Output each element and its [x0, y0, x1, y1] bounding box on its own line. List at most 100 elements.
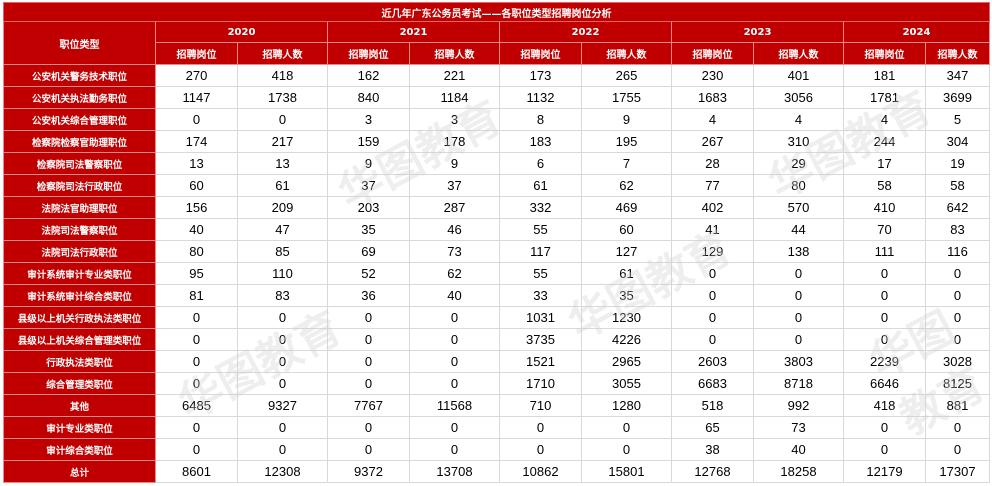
subheader-positions: 招聘岗位 — [671, 42, 754, 65]
table-cell: 0 — [925, 284, 990, 307]
table-cell: 0 — [155, 328, 238, 351]
table-cell: 0 — [155, 416, 238, 439]
table-cell: 40 — [753, 438, 844, 461]
table-cell: 244 — [843, 130, 926, 153]
table-cell: 0 — [753, 328, 844, 351]
table-cell: 6485 — [155, 394, 238, 417]
table-cell: 0 — [409, 372, 500, 395]
table-cell: 0 — [671, 284, 754, 307]
table-cell: 1755 — [581, 86, 672, 109]
table-cell: 0 — [327, 350, 410, 373]
table-cell: 28 — [671, 152, 754, 175]
row-label: 总计 — [3, 460, 156, 483]
table-cell: 217 — [237, 130, 328, 153]
row-label: 审计专业类职位 — [3, 416, 156, 439]
row-label: 行政执法类职位 — [3, 350, 156, 373]
table-cell: 183 — [499, 130, 582, 153]
table-cell: 9327 — [237, 394, 328, 417]
table-cell: 2239 — [843, 350, 926, 373]
row-label: 审计系统审计综合类职位 — [3, 284, 156, 307]
table-cell: 55 — [499, 218, 582, 241]
table-cell: 173 — [499, 64, 582, 87]
table-cell: 33 — [499, 284, 582, 307]
table-cell: 0 — [499, 438, 582, 461]
table-cell: 3735 — [499, 328, 582, 351]
table-cell: 178 — [409, 130, 500, 153]
table-cell: 95 — [155, 262, 238, 285]
table-cell: 40 — [409, 284, 500, 307]
subheader-headcount: 招聘人数 — [409, 42, 500, 65]
table-cell: 1184 — [409, 86, 500, 109]
table-row: 总计 8601 12308 9372 13708 10862 15801 12768 18258… — [3, 460, 990, 483]
table-cell: 0 — [237, 306, 328, 329]
row-label: 检察院检察官助理职位 — [3, 130, 156, 153]
table-cell: 81 — [155, 284, 238, 307]
table-cell: 6683 — [671, 372, 754, 395]
table-cell: 0 — [581, 416, 672, 439]
table-row: 公安机关警务技术职位 270 418 162 221 173 265 230 401 181 347 — [3, 64, 990, 87]
year-header: 2020 — [155, 21, 328, 43]
table-cell: 3699 — [925, 86, 990, 109]
table-cell: 0 — [237, 372, 328, 395]
table-cell: 0 — [925, 328, 990, 351]
table-cell: 36 — [327, 284, 410, 307]
table-cell: 209 — [237, 196, 328, 219]
table-cell: 8601 — [155, 460, 238, 483]
row-label: 县级以上机关行政执法类职位 — [3, 306, 156, 329]
table-cell: 181 — [843, 64, 926, 87]
table-cell: 138 — [753, 240, 844, 263]
subheader-positions: 招聘岗位 — [499, 42, 582, 65]
table-cell: 518 — [671, 394, 754, 417]
table-cell: 17307 — [925, 460, 990, 483]
table-row: 审计系统审计综合类职位 81 83 36 40 33 35 0 0 0 0 — [3, 284, 990, 307]
table-cell: 9372 — [327, 460, 410, 483]
table-cell: 1781 — [843, 86, 926, 109]
table-cell: 230 — [671, 64, 754, 87]
table-cell: 0 — [409, 416, 500, 439]
table-cell: 221 — [409, 64, 500, 87]
table-row: 公安机关执法勤务职位 1147 1738 840 1184 1132 1755 1683 305… — [3, 86, 990, 109]
table-cell: 58 — [925, 174, 990, 197]
table-cell: 0 — [843, 328, 926, 351]
row-label: 公安机关警务技术职位 — [3, 64, 156, 87]
table-cell: 15801 — [581, 460, 672, 483]
table-cell: 62 — [409, 262, 500, 285]
table-row: 县级以上机关综合管理类职位 0 0 0 0 3735 4226 0 0 0 0 — [3, 328, 990, 351]
subheader-headcount: 招聘人数 — [753, 42, 844, 65]
table-cell: 1710 — [499, 372, 582, 395]
table-cell: 7 — [581, 152, 672, 175]
table-cell: 0 — [925, 438, 990, 461]
subheader-positions: 招聘岗位 — [327, 42, 410, 65]
table-cell: 0 — [671, 306, 754, 329]
table-cell: 127 — [581, 240, 672, 263]
table-cell: 0 — [327, 328, 410, 351]
table-cell: 0 — [843, 262, 926, 285]
table-cell: 117 — [499, 240, 582, 263]
table-cell: 13708 — [409, 460, 500, 483]
table-row: 审计专业类职位 0 0 0 0 0 0 65 73 0 0 — [3, 416, 990, 439]
table-cell: 310 — [753, 130, 844, 153]
table-cell: 70 — [843, 218, 926, 241]
table-cell: 0 — [843, 438, 926, 461]
table-row: 检察院司法警察职位 13 13 9 9 6 7 28 29 17 19 — [3, 152, 990, 175]
table-cell: 47 — [237, 218, 328, 241]
table-cell: 19 — [925, 152, 990, 175]
table-cell: 304 — [925, 130, 990, 153]
table-cell: 0 — [925, 306, 990, 329]
table-cell: 1738 — [237, 86, 328, 109]
table-cell: 73 — [753, 416, 844, 439]
table-cell: 0 — [925, 416, 990, 439]
table-cell: 2603 — [671, 350, 754, 373]
row-label: 公安机关综合管理职位 — [3, 108, 156, 131]
table-cell: 2965 — [581, 350, 672, 373]
table-cell: 1132 — [499, 86, 582, 109]
year-header: 2022 — [499, 21, 672, 43]
table-cell: 174 — [155, 130, 238, 153]
table-cell: 418 — [843, 394, 926, 417]
table-cell: 0 — [155, 108, 238, 131]
subheader-positions: 招聘岗位 — [843, 42, 926, 65]
table-cell: 8125 — [925, 372, 990, 395]
table-cell: 0 — [499, 416, 582, 439]
table-cell: 12308 — [237, 460, 328, 483]
table-cell: 267 — [671, 130, 754, 153]
